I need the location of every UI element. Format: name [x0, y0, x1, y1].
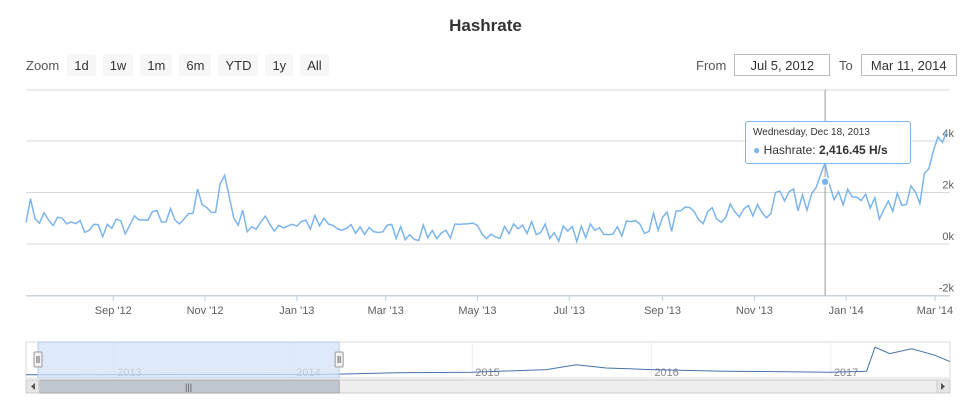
- chart-title: Hashrate: [449, 16, 522, 35]
- zoom-6m-button[interactable]: 6m: [179, 54, 212, 76]
- y-tick-label: 0k: [942, 231, 954, 243]
- range-from-input[interactable]: [734, 54, 831, 76]
- tooltip-value: 2,416.45 H/s: [818, 143, 888, 157]
- navigator-year-label: 2016: [654, 367, 678, 379]
- x-tick-label: Mar '14: [917, 305, 953, 317]
- zoom-toolbar: Zoom 1d 1w 1m 6m YTD 1y All: [26, 54, 336, 76]
- range-to-input[interactable]: [860, 54, 957, 76]
- hover-point-marker[interactable]: [820, 177, 830, 187]
- x-tick-label: May '13: [458, 305, 496, 317]
- zoom-1m-button[interactable]: 1m: [140, 54, 173, 76]
- zoom-1d-button[interactable]: 1d: [67, 54, 96, 76]
- y-tick-label: 2k: [942, 180, 954, 192]
- tooltip: Wednesday, Dec 18, 2013 ● Hashrate: 2,41…: [745, 121, 911, 164]
- x-tick-label: Nov '12: [187, 305, 224, 317]
- zoom-label: Zoom: [26, 57, 60, 73]
- x-tick-label: Jan '14: [829, 305, 864, 317]
- navigator-selection[interactable]: [37, 341, 340, 379]
- x-tick-label: Jul '13: [554, 305, 585, 317]
- x-tick-label: Sep '13: [644, 305, 681, 317]
- navigator-year-label: 2015: [475, 367, 499, 379]
- range-from: From: [696, 54, 831, 76]
- tooltip-series-name: Hashrate: [763, 143, 813, 157]
- tooltip-date: Wednesday, Dec 18, 2013: [753, 127, 870, 138]
- hashrate-series-line: [25, 130, 948, 245]
- range-to-label: To: [839, 57, 853, 73]
- tooltip-bullet-icon: ●: [753, 143, 761, 157]
- range-from-label: From: [696, 57, 727, 73]
- x-tick-label: Jan '13: [279, 305, 314, 317]
- navigator-series-line: [25, 346, 951, 376]
- scroll-right-arrow-icon: [941, 383, 945, 390]
- x-tick-label: Nov '13: [736, 305, 773, 317]
- zoom-ytd-button[interactable]: YTD: [218, 54, 259, 76]
- x-tick-label: Mar '13: [367, 305, 403, 317]
- x-tick-label: Sep '12: [95, 305, 132, 317]
- scrollbar-grip: |||: [185, 382, 192, 392]
- navigator-year-label: 2017: [834, 367, 858, 379]
- y-tick-label: -2k: [939, 283, 955, 295]
- scroll-left-arrow-icon: [31, 383, 35, 390]
- navigator-handle[interactable]: [334, 351, 344, 368]
- zoom-all-button[interactable]: All: [300, 54, 329, 76]
- zoom-1w-button[interactable]: 1w: [102, 54, 134, 76]
- navigator-handle[interactable]: [33, 351, 43, 368]
- zoom-1y-button[interactable]: 1y: [265, 54, 294, 76]
- range-to: To: [839, 54, 957, 76]
